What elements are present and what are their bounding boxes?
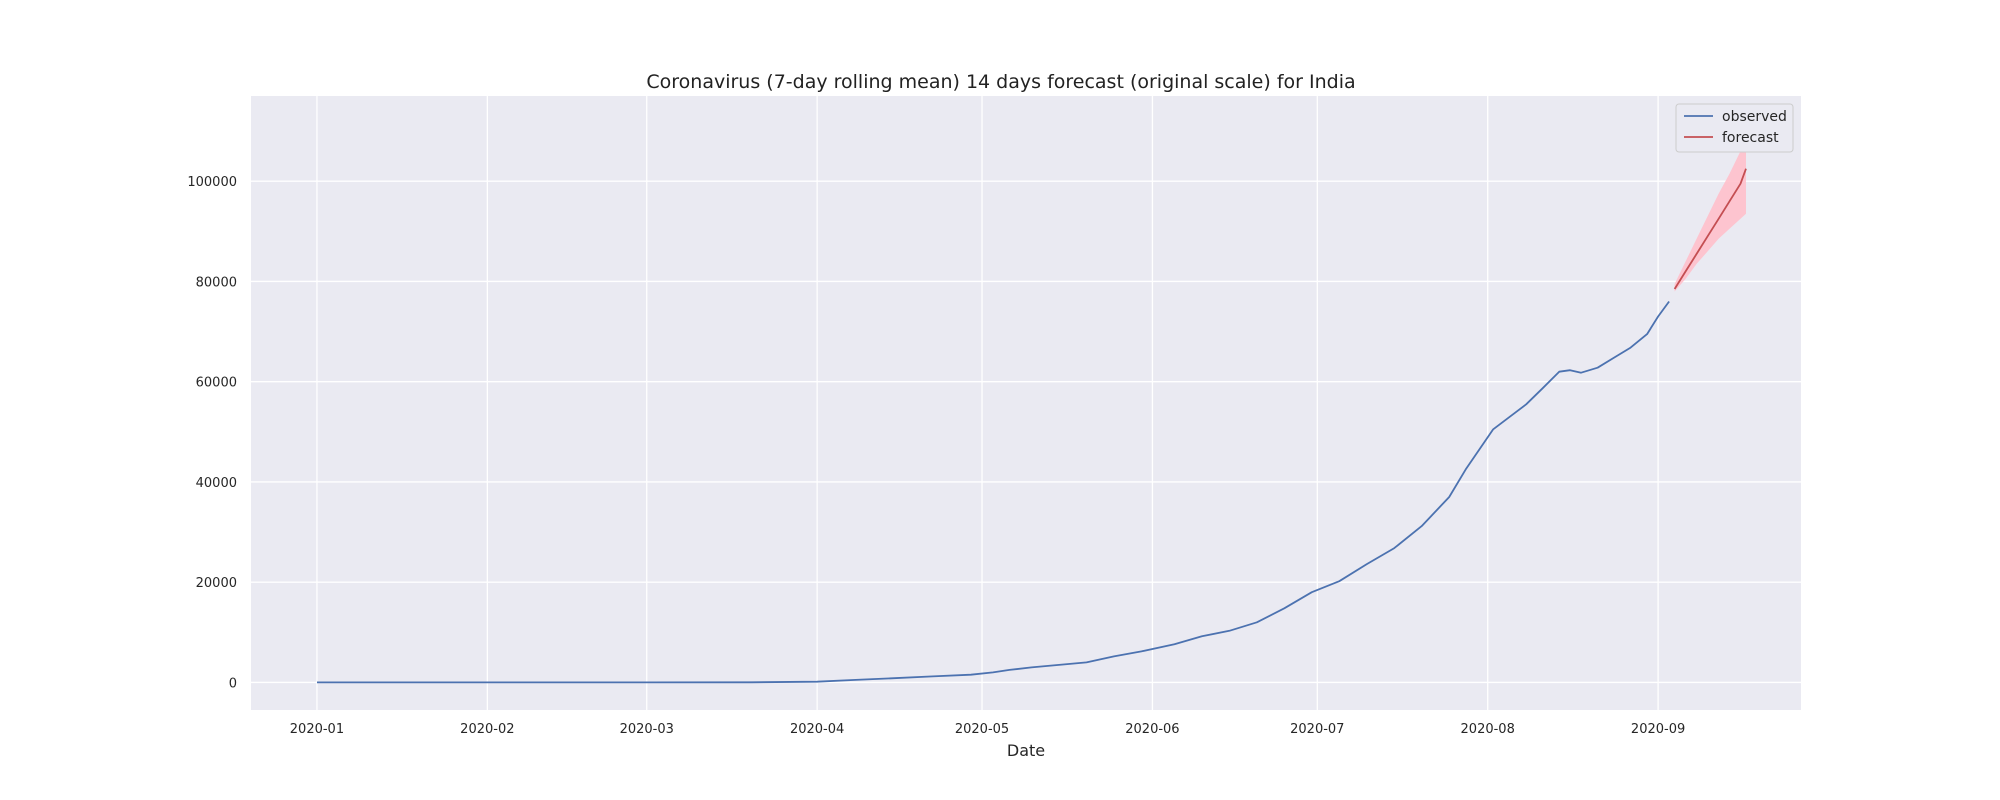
x-tick-label-2020-09: 2020-09 bbox=[1631, 722, 1685, 737]
legend-label-forecast: forecast bbox=[1722, 130, 1779, 146]
forecast-line bbox=[1673, 168, 1747, 290]
y-tick-label-40000: 40000 bbox=[196, 476, 237, 491]
x-tick-label-2020-02: 2020-02 bbox=[460, 722, 514, 737]
x-tick-label-2020-08: 2020-08 bbox=[1461, 722, 1515, 737]
y-tick-label-100000: 100000 bbox=[187, 175, 237, 190]
forecast-interval-layer bbox=[1674, 141, 1746, 292]
plot-area bbox=[251, 96, 1801, 710]
y-tick-label-0: 0 bbox=[229, 676, 237, 691]
observed-line bbox=[317, 300, 1670, 684]
forecast-confidence-band bbox=[1674, 141, 1746, 292]
x-tick-label-2020-06: 2020-06 bbox=[1125, 722, 1179, 737]
y-tick-label-80000: 80000 bbox=[196, 275, 237, 290]
x-tick-label-2020-03: 2020-03 bbox=[620, 722, 674, 737]
y-tick-label-60000: 60000 bbox=[196, 376, 237, 391]
x-tick-label-2020-07: 2020-07 bbox=[1290, 722, 1344, 737]
grid bbox=[251, 96, 1801, 710]
legend: observed forecast bbox=[1675, 103, 1794, 153]
x-tick-label-2020-05: 2020-05 bbox=[955, 722, 1009, 737]
x-axis-label: Date bbox=[1007, 741, 1045, 760]
x-tick-label-2020-04: 2020-04 bbox=[790, 722, 844, 737]
chart-title: Coronavirus (7-day rolling mean) 14 days… bbox=[646, 71, 1355, 93]
y-tick-label-20000: 20000 bbox=[196, 576, 237, 591]
tick-labels: 2020-01 2020-02 2020-03 2020-04 2020-05 2020-… bbox=[187, 175, 1685, 737]
series-layer bbox=[317, 168, 1747, 684]
legend-label-observed: observed bbox=[1722, 109, 1787, 125]
x-tick-label-2020-01: 2020-01 bbox=[290, 722, 344, 737]
